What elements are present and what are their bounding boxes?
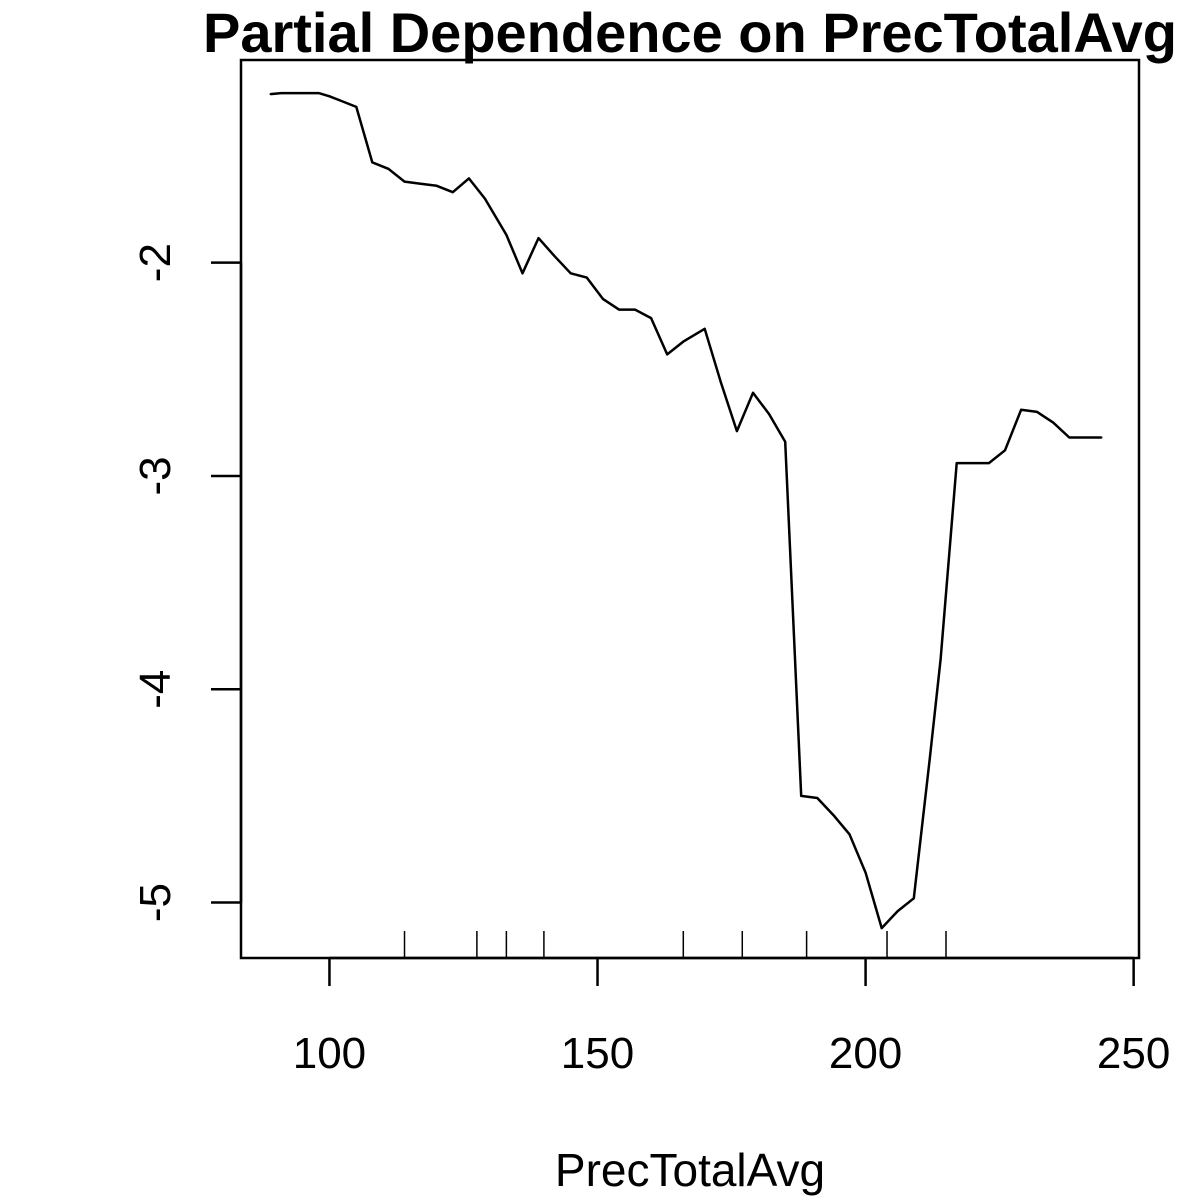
data-point xyxy=(355,105,358,108)
x-axis: 100 150 200 250 xyxy=(293,956,1170,1078)
y-tick-label: -5 xyxy=(131,883,180,922)
data-point xyxy=(435,184,438,187)
data-point xyxy=(451,191,454,194)
x-tick-label: 200 xyxy=(829,1029,902,1078)
data-point xyxy=(280,92,283,95)
data-point xyxy=(553,255,556,258)
data-point xyxy=(467,177,470,180)
data-point xyxy=(880,927,883,930)
x-tick-label: 100 xyxy=(293,1029,366,1078)
data-point xyxy=(328,95,331,98)
data-point xyxy=(832,814,835,817)
chart-title: Partial Dependence on PrecTotalAvg xyxy=(203,1,1177,64)
data-point xyxy=(269,93,272,96)
data-point xyxy=(912,897,915,900)
x-tick-label: 250 xyxy=(1097,1029,1170,1078)
y-tick-label: -2 xyxy=(131,243,180,282)
data-point xyxy=(650,317,653,320)
series-points xyxy=(269,92,1103,930)
data-point xyxy=(483,197,486,200)
x-axis-title: PrecTotalAvg xyxy=(555,1144,825,1196)
rug-marks xyxy=(403,931,947,958)
data-point xyxy=(800,794,803,797)
data-point xyxy=(971,462,974,465)
data-point xyxy=(848,833,851,836)
data-point xyxy=(752,391,754,394)
data-point xyxy=(371,161,374,164)
data-point xyxy=(317,92,320,95)
data-point xyxy=(301,92,304,95)
data-point xyxy=(1004,449,1006,452)
data-point xyxy=(896,910,899,913)
data-point xyxy=(419,182,422,185)
plot-frame xyxy=(239,58,1141,960)
data-point xyxy=(1100,436,1103,439)
data-point xyxy=(288,92,291,95)
data-point xyxy=(1036,410,1039,413)
data-point xyxy=(682,340,685,343)
data-point xyxy=(537,237,540,240)
data-point xyxy=(784,440,787,443)
data-point xyxy=(618,308,620,311)
data-point xyxy=(864,871,867,874)
data-point xyxy=(387,167,390,170)
data-point xyxy=(939,658,942,661)
data-point xyxy=(666,353,669,356)
data-point xyxy=(816,797,819,799)
data-point xyxy=(1052,421,1055,424)
data-point xyxy=(735,430,738,433)
data-point xyxy=(634,308,636,311)
series-line xyxy=(270,91,1102,930)
data-point xyxy=(768,413,771,416)
y-axis: -5 -4 -3 -2 xyxy=(131,243,243,922)
data-point xyxy=(505,233,508,236)
data-point xyxy=(703,327,706,330)
data-point xyxy=(1068,436,1071,439)
data-point xyxy=(1020,408,1023,411)
data-point xyxy=(521,272,524,275)
data-point xyxy=(601,297,604,300)
data-point xyxy=(719,381,722,384)
data-point xyxy=(585,276,588,279)
data-point xyxy=(955,462,958,465)
y-tick-label: -3 xyxy=(131,456,180,495)
data-point xyxy=(987,462,990,465)
data-point xyxy=(928,756,931,759)
x-tick-label: 150 xyxy=(561,1029,634,1078)
data-point xyxy=(569,272,572,275)
data-point xyxy=(403,180,406,183)
data-point xyxy=(1084,436,1087,439)
y-tick-label: -4 xyxy=(131,670,180,709)
data-point xyxy=(339,99,342,102)
